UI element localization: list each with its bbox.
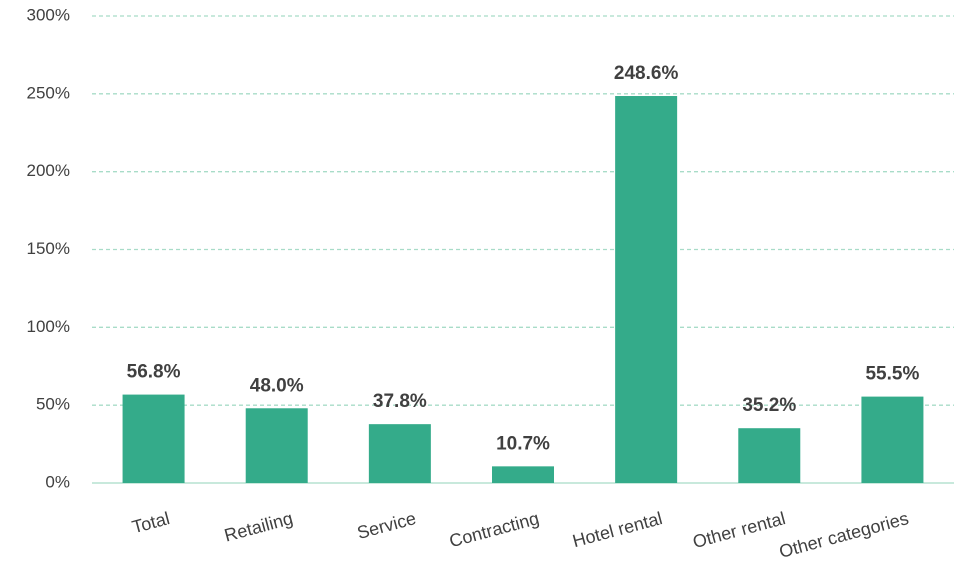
y-tick-label: 300% [27, 5, 70, 24]
x-tick-label: Hotel rental [570, 508, 664, 551]
data-label: 55.5% [865, 364, 919, 385]
x-tick-label: Total [130, 508, 172, 537]
data-label: 56.8% [127, 362, 181, 383]
data-label: 35.2% [742, 395, 796, 416]
data-label: 37.8% [373, 391, 427, 412]
bar [738, 428, 801, 483]
y-tick-label: 0% [45, 472, 70, 491]
y-tick-label: 50% [36, 395, 70, 414]
data-label: 10.7% [496, 433, 550, 454]
data-label: 248.6% [614, 63, 679, 84]
y-tick-label: 100% [27, 317, 70, 336]
bar [492, 466, 554, 483]
data-label: 48.0% [250, 375, 304, 396]
x-tick-label: Other rental [691, 508, 788, 552]
x-tick-label: Retailing [222, 508, 295, 545]
bar [615, 96, 678, 483]
bar [122, 394, 185, 483]
y-tick-label: 200% [27, 161, 70, 180]
x-tick-label: Contracting [447, 508, 541, 551]
bar [861, 396, 924, 483]
x-tick-label: Other categories [777, 508, 911, 562]
y-tick-label: 150% [27, 239, 70, 258]
y-tick-label: 250% [27, 83, 70, 102]
bar [368, 424, 431, 483]
x-tick-label: Service [355, 508, 418, 543]
bar [245, 408, 308, 483]
